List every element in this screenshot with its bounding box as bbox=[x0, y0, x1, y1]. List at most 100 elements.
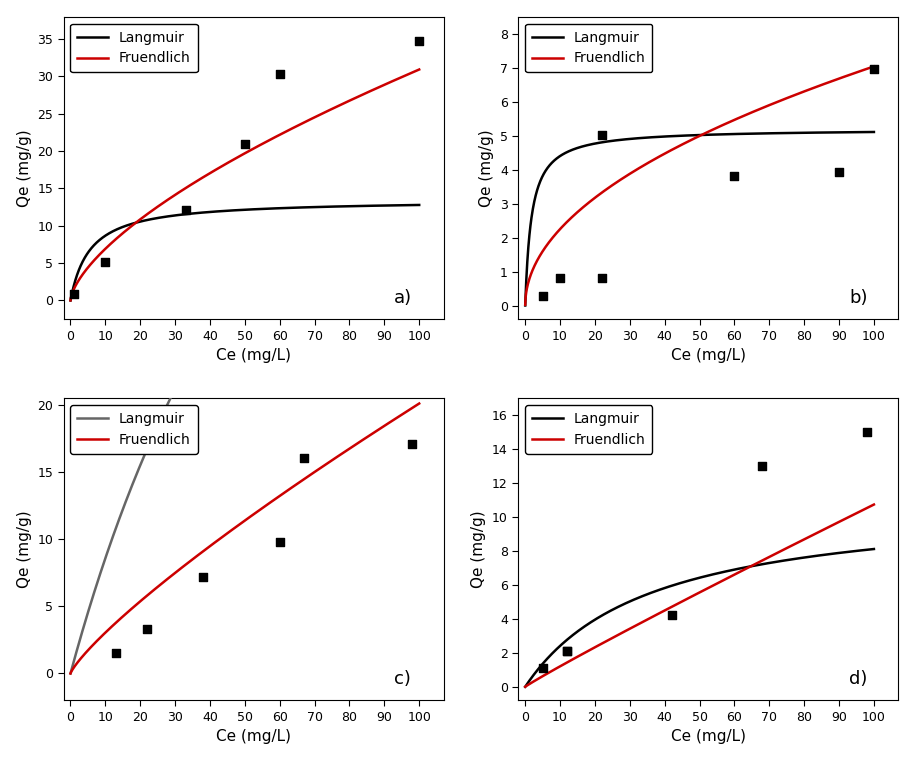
Point bbox=[178, 204, 193, 216]
Fruendlich bbox=[219, 531, 230, 540]
Langmuir bbox=[219, 297, 230, 306]
Text: c): c) bbox=[394, 670, 411, 688]
Line: Fruendlich: Fruendlich bbox=[70, 69, 419, 301]
Langmuir bbox=[520, 301, 531, 310]
Fruendlich bbox=[791, 90, 802, 99]
Point bbox=[560, 645, 575, 658]
Fruendlich bbox=[661, 605, 672, 614]
Langmuir bbox=[791, 554, 802, 563]
Langmuir bbox=[414, 200, 425, 209]
Langmuir bbox=[206, 317, 217, 326]
Langmuir bbox=[868, 127, 879, 136]
Langmuir bbox=[305, 202, 316, 212]
Point bbox=[595, 129, 609, 141]
Point bbox=[273, 536, 287, 548]
Fruendlich bbox=[65, 669, 76, 678]
Point bbox=[535, 290, 550, 302]
Fruendlich bbox=[791, 538, 802, 547]
Point bbox=[98, 256, 113, 269]
Point bbox=[560, 645, 575, 658]
Langmuir bbox=[791, 129, 802, 138]
Langmuir bbox=[337, 149, 348, 158]
Langmuir bbox=[759, 129, 770, 138]
Langmuir bbox=[219, 206, 230, 215]
Line: Fruendlich: Fruendlich bbox=[525, 66, 874, 304]
Point bbox=[405, 438, 420, 450]
Fruendlich bbox=[759, 103, 770, 112]
Fruendlich bbox=[555, 661, 566, 670]
Line: Fruendlich: Fruendlich bbox=[525, 505, 874, 686]
Fruendlich bbox=[337, 449, 348, 458]
Legend: Langmuir, Fruendlich: Langmuir, Fruendlich bbox=[70, 405, 198, 454]
Fruendlich bbox=[868, 62, 879, 71]
Langmuir bbox=[555, 641, 566, 650]
Fruendlich bbox=[555, 224, 566, 233]
Point bbox=[832, 166, 846, 178]
X-axis label: Ce (mg/L): Ce (mg/L) bbox=[671, 729, 746, 744]
X-axis label: Ce (mg/L): Ce (mg/L) bbox=[671, 348, 746, 363]
Point bbox=[412, 34, 426, 46]
Fruendlich bbox=[101, 244, 112, 253]
Point bbox=[238, 138, 253, 150]
Point bbox=[727, 170, 742, 182]
Point bbox=[296, 452, 311, 464]
Fruendlich bbox=[101, 627, 112, 636]
Langmuir bbox=[759, 559, 770, 568]
Line: Langmuir: Langmuir bbox=[525, 549, 874, 686]
Point bbox=[553, 272, 567, 284]
Point bbox=[196, 571, 210, 583]
Y-axis label: Qe (mg/g): Qe (mg/g) bbox=[16, 511, 32, 588]
Langmuir bbox=[798, 128, 809, 137]
Point bbox=[140, 623, 155, 635]
Fruendlich bbox=[305, 470, 316, 479]
Fruendlich bbox=[343, 97, 354, 106]
Langmuir bbox=[65, 296, 76, 305]
Y-axis label: Qe (mg/g): Qe (mg/g) bbox=[471, 511, 487, 588]
X-axis label: Ce (mg/L): Ce (mg/L) bbox=[216, 729, 291, 744]
Fruendlich bbox=[414, 65, 425, 74]
Legend: Langmuir, Fruendlich: Langmuir, Fruendlich bbox=[70, 24, 198, 72]
Text: d): d) bbox=[849, 670, 867, 688]
Langmuir bbox=[101, 552, 112, 561]
Fruendlich bbox=[661, 148, 672, 158]
Y-axis label: Qe (mg/g): Qe (mg/g) bbox=[479, 129, 494, 207]
Langmuir bbox=[337, 202, 348, 211]
Text: a): a) bbox=[394, 289, 413, 307]
Fruendlich bbox=[305, 115, 316, 124]
Langmuir bbox=[414, 82, 425, 91]
Langmuir bbox=[673, 579, 684, 588]
Langmuir bbox=[868, 544, 879, 553]
Line: Langmuir: Langmuir bbox=[70, 87, 419, 673]
Fruendlich bbox=[673, 142, 684, 151]
Point bbox=[755, 460, 770, 472]
Point bbox=[273, 68, 287, 80]
Point bbox=[664, 610, 679, 622]
Langmuir bbox=[798, 553, 809, 562]
Point bbox=[109, 647, 124, 659]
Langmuir bbox=[661, 132, 672, 141]
Langmuir bbox=[305, 183, 316, 192]
Point bbox=[67, 288, 81, 300]
Fruendlich bbox=[798, 535, 809, 544]
Fruendlich bbox=[343, 444, 354, 454]
Langmuir bbox=[65, 669, 76, 678]
Legend: Langmuir, Fruendlich: Langmuir, Fruendlich bbox=[525, 24, 652, 72]
Point bbox=[867, 63, 881, 75]
Fruendlich bbox=[673, 599, 684, 608]
Point bbox=[595, 272, 609, 284]
Fruendlich bbox=[520, 300, 531, 309]
Fruendlich bbox=[759, 555, 770, 564]
Fruendlich bbox=[219, 161, 230, 170]
Fruendlich bbox=[206, 167, 217, 177]
Fruendlich bbox=[206, 540, 217, 549]
X-axis label: Ce (mg/L): Ce (mg/L) bbox=[216, 348, 291, 363]
Point bbox=[859, 425, 874, 438]
Langmuir bbox=[673, 131, 684, 140]
Langmuir bbox=[555, 151, 566, 160]
Line: Fruendlich: Fruendlich bbox=[70, 403, 419, 673]
Line: Langmuir: Langmuir bbox=[525, 132, 874, 305]
Fruendlich bbox=[520, 682, 531, 691]
Langmuir bbox=[101, 231, 112, 240]
Langmuir bbox=[661, 583, 672, 592]
Langmuir bbox=[343, 202, 354, 211]
